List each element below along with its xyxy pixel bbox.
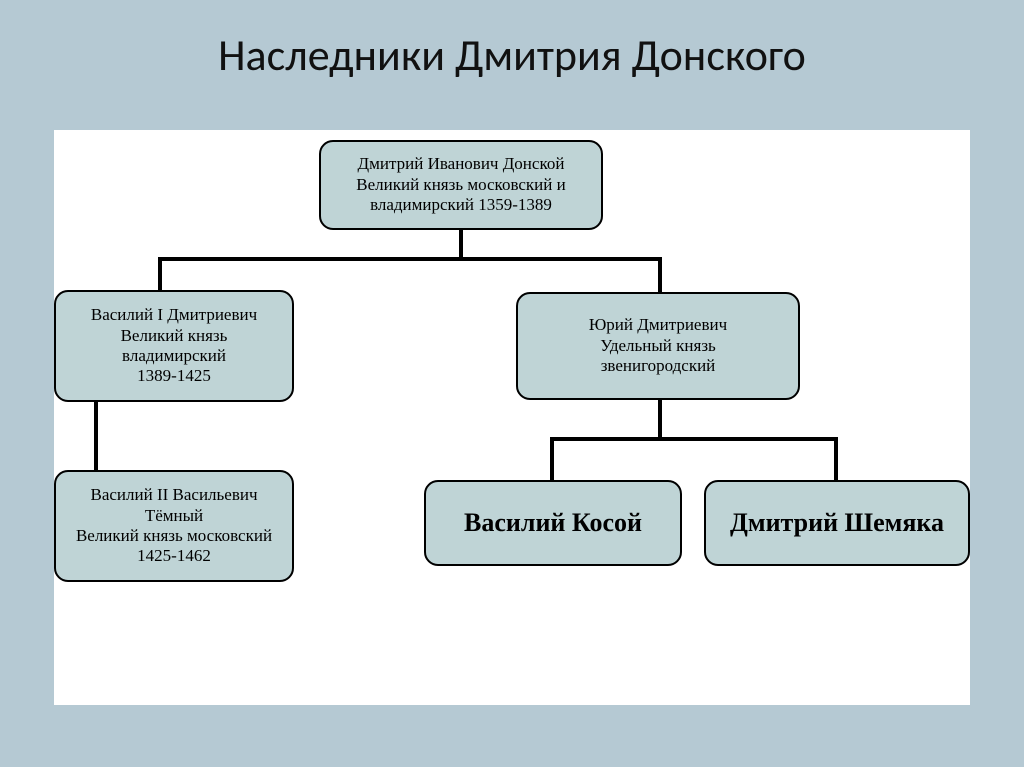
connector — [834, 437, 838, 481]
node-label: Василий Косой — [464, 507, 642, 538]
connector — [658, 400, 662, 440]
node-label: Василий II ВасильевичТёмныйВеликий князь… — [76, 485, 272, 567]
node-root: Дмитрий Иванович ДонскойВеликий князь мо… — [319, 140, 603, 230]
connector — [658, 257, 662, 293]
page-title: Наследники Дмитрия Донского — [0, 0, 1024, 82]
diagram-area: Дмитрий Иванович ДонскойВеликий князь мо… — [54, 130, 970, 705]
connector — [550, 437, 838, 441]
node-label: Василий I ДмитриевичВеликий князьвладими… — [91, 305, 257, 387]
connector — [158, 257, 662, 261]
node-label: Дмитрий Шемяка — [730, 507, 944, 538]
node-kosoy: Василий Косой — [424, 480, 682, 566]
node-yuri: Юрий ДмитриевичУдельный князьзвенигородс… — [516, 292, 800, 400]
node-vasily2: Василий II ВасильевичТёмныйВеликий князь… — [54, 470, 294, 582]
connector — [459, 230, 463, 260]
node-vasily1: Василий I ДмитриевичВеликий князьвладими… — [54, 290, 294, 402]
node-shemyaka: Дмитрий Шемяка — [704, 480, 970, 566]
connector — [94, 402, 98, 470]
node-label: Дмитрий Иванович ДонскойВеликий князь мо… — [356, 154, 565, 215]
connector — [550, 437, 554, 481]
connector — [158, 257, 162, 291]
node-label: Юрий ДмитриевичУдельный князьзвенигородс… — [589, 315, 727, 376]
slide: Наследники Дмитрия Донского Дмитрий Иван… — [0, 0, 1024, 767]
